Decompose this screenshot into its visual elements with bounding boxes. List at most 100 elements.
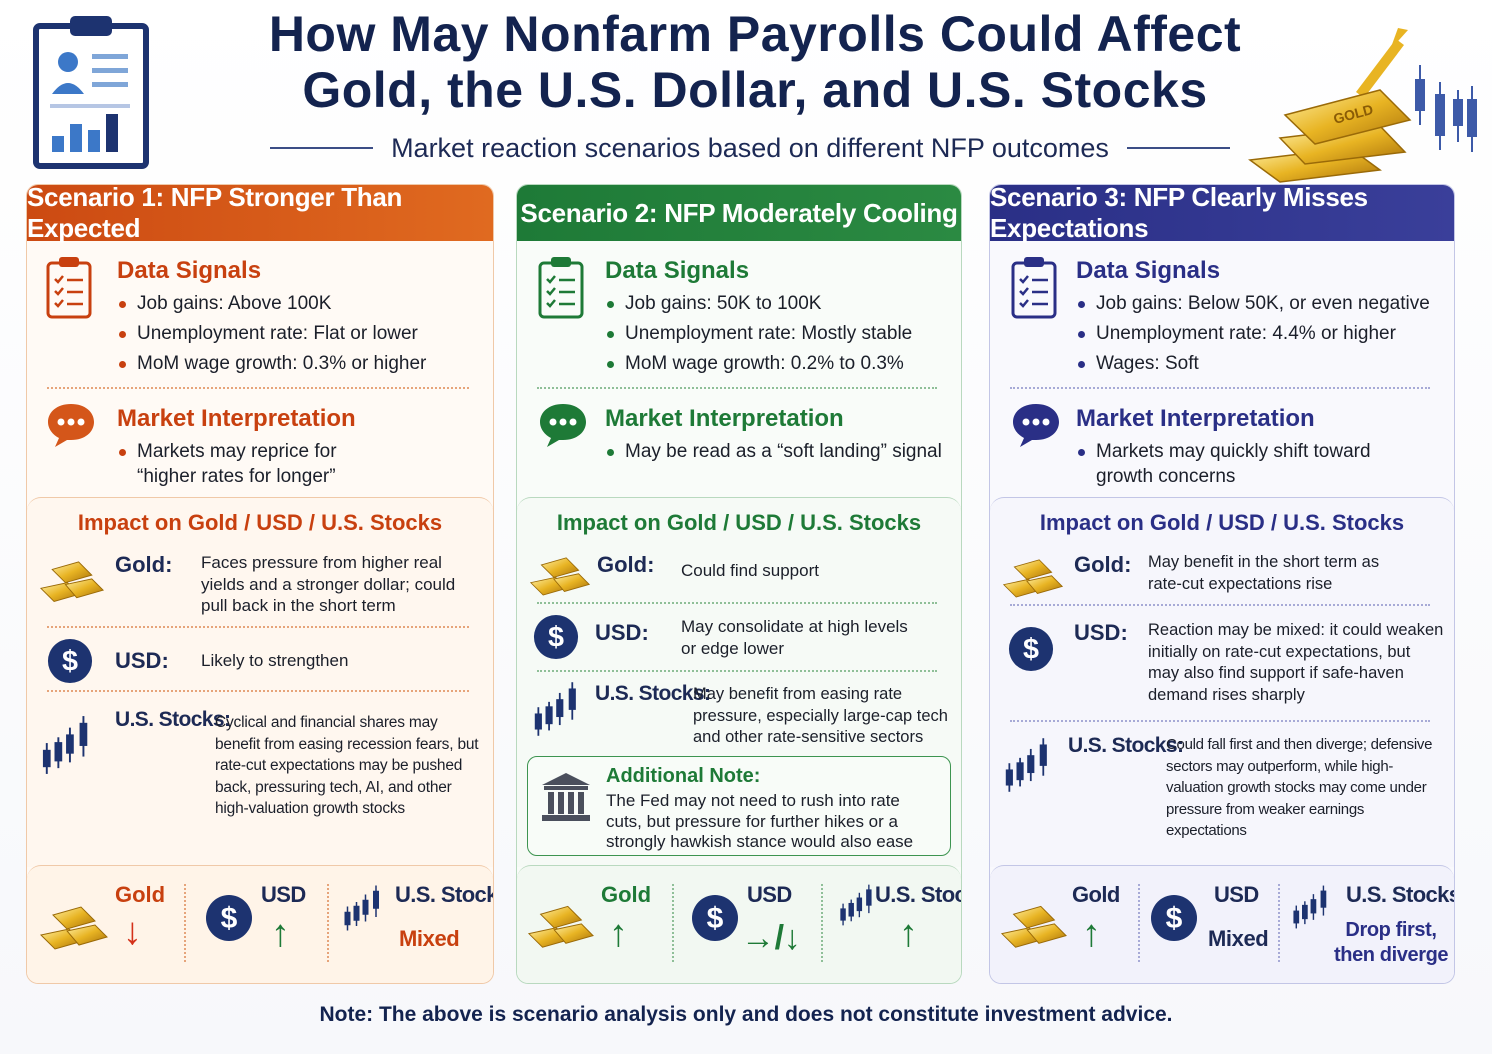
divider xyxy=(47,626,469,628)
summary-stocks-line-1: Drop first, xyxy=(1345,919,1437,941)
market-interpretation-section: Market Interpretation May be read as a “… xyxy=(605,405,943,464)
gold-impact-text: Faces pressure from higher real yields a… xyxy=(201,553,456,615)
impact-row-stocks: U.S. Stocks: Could fall first and then d… xyxy=(990,728,1454,839)
header: How May Nonfarm Payrolls Could Affect Go… xyxy=(0,0,1492,183)
summary-stocks: U.S. Stocks Drop first, then diverge xyxy=(1282,866,1454,983)
clipboard-checklist-icon xyxy=(537,255,585,319)
summary-gold: Gold ↑ xyxy=(990,866,1140,983)
dollar-icon xyxy=(47,638,93,684)
summary-row: Gold ↑ USD Mixed U.S. Stocks Drop first,… xyxy=(990,865,1454,983)
speech-bubble-icon xyxy=(1010,401,1062,449)
data-signals-section: Data Signals Job gains: 50K to 100K Unem… xyxy=(605,257,943,379)
impact-row-usd: USD: Reaction may be mixed: it could wea… xyxy=(990,612,1454,722)
dollar-icon xyxy=(1008,626,1054,672)
gold-bars-icon xyxy=(39,894,109,952)
market-interpretation-title: Market Interpretation xyxy=(605,405,844,432)
signal-item: Job gains: Above 100K xyxy=(117,289,475,319)
market-interpretation-section: Market Interpretation Markets may repric… xyxy=(117,405,475,489)
summary-stocks-value: Drop first, then diverge xyxy=(1334,918,1449,968)
impact-row-usd: USD: May consolidate at high levels or e… xyxy=(517,610,961,670)
gold-bars-icon xyxy=(529,546,591,598)
bank-building-icon xyxy=(542,773,590,821)
gold-bars-icon xyxy=(39,550,105,604)
stocks-impact-text: Cyclical and financial shares may benefi… xyxy=(215,714,479,817)
candlestick-icon xyxy=(1004,736,1054,794)
candlestick-icon xyxy=(343,880,385,936)
summary-gold-label: Gold xyxy=(601,882,652,907)
signal-item: Wages: Soft xyxy=(1076,349,1436,379)
summary-stocks-label: U.S. Stocks xyxy=(395,882,493,907)
divider xyxy=(672,884,674,962)
subtitle-row: Market reaction scenarios based on diffe… xyxy=(270,128,1230,168)
interpretation-line-1: Markets may reprice for xyxy=(137,441,337,462)
subtitle-rule-right xyxy=(1126,147,1230,149)
impact-title: Impact on Gold / USD / U.S. Stocks xyxy=(1039,510,1405,535)
divider xyxy=(1010,604,1430,606)
impact-row-usd: USD: Likely to strengthen xyxy=(27,634,493,694)
impact-title: Impact on Gold / USD / U.S. Stocks xyxy=(77,510,443,535)
interpretation-item: Markets may quickly shift toward growth … xyxy=(1076,439,1436,489)
market-interpretation-title: Market Interpretation xyxy=(1076,405,1315,432)
gold-label: Gold: xyxy=(597,552,655,577)
data-signals-title: Data Signals xyxy=(605,257,750,284)
divider xyxy=(537,387,937,389)
impact-row-stocks: U.S. Stocks: Cyclical and financial shar… xyxy=(27,700,493,820)
summary-usd-label: USD xyxy=(1214,882,1259,907)
summary-usd-arrow: ↑ xyxy=(271,913,290,955)
stocks-impact-text: May benefit from easing rate pressure, e… xyxy=(693,685,948,746)
additional-note-text: The Fed may not need to rush into rate c… xyxy=(606,791,914,851)
divider xyxy=(1010,720,1430,722)
divider xyxy=(537,670,937,672)
summary-stocks: U.S. Stocks Mixed xyxy=(331,866,493,983)
divider xyxy=(1010,387,1430,389)
interpretation-item: May be read as a “soft landing” signal xyxy=(605,439,943,464)
signal-item: Unemployment rate: Mostly stable xyxy=(605,319,943,349)
summary-gold-arrow: ↑ xyxy=(1082,913,1101,955)
divider xyxy=(327,884,329,962)
usd-impact-text: Reaction may be mixed: it could weaken i… xyxy=(1148,621,1444,704)
stocks-label: U.S. Stocks: xyxy=(595,682,711,705)
dollar-icon xyxy=(205,894,253,942)
market-interpretation-section: Market Interpretation Markets may quickl… xyxy=(1076,405,1436,489)
summary-gold: Gold ↓ xyxy=(27,866,182,983)
signal-item: Unemployment rate: 4.4% or higher xyxy=(1076,319,1436,349)
market-interpretation-title: Market Interpretation xyxy=(117,405,356,432)
gold-label: Gold: xyxy=(115,552,173,577)
stocks-label: U.S. Stocks: xyxy=(115,708,231,731)
speech-bubble-icon xyxy=(45,401,97,449)
divider xyxy=(1138,884,1140,962)
signal-item: Job gains: 50K to 100K xyxy=(605,289,943,319)
scenario-3-title: Scenario 3: NFP Clearly Misses Expectati… xyxy=(990,185,1454,243)
additional-note-box: Additional Note: The Fed may not need to… xyxy=(527,756,951,856)
summary-usd: USD →/↓ xyxy=(677,866,817,983)
divider xyxy=(47,690,469,692)
gold-bars-icon xyxy=(1000,894,1068,950)
clipboard-checklist-icon xyxy=(1010,255,1058,319)
page-title: How May Nonfarm Payrolls Could Affect Go… xyxy=(200,6,1310,118)
scenario-2-title: Scenario 2: NFP Moderately Cooling xyxy=(517,185,961,241)
interpretation-line-2: growth concerns xyxy=(1096,466,1236,487)
scenario-card-2: Scenario 2: NFP Moderately Cooling Data … xyxy=(516,184,962,984)
impact-title: Impact on Gold / USD / U.S. Stocks xyxy=(556,510,922,535)
subtitle: Market reaction scenarios based on diffe… xyxy=(391,132,1109,163)
title-line-2: Gold, the U.S. Dollar, and U.S. Stocks xyxy=(302,62,1208,118)
impact-row-gold: Gold: May benefit in the short term as r… xyxy=(990,544,1454,604)
summary-gold-label: Gold xyxy=(115,882,166,907)
divider xyxy=(184,884,186,962)
interpretation-line-2: “higher rates for longer” xyxy=(137,466,336,487)
summary-usd: USD ↑ xyxy=(187,866,337,983)
divider xyxy=(1278,884,1280,962)
summary-gold-arrow: ↓ xyxy=(123,911,142,953)
scenario-card-1: Scenario 1: NFP Stronger Than Expected D… xyxy=(26,184,494,984)
impact-row-stocks: U.S. Stocks: May benefit from easing rat… xyxy=(517,678,961,758)
candlestick-icon xyxy=(41,714,95,776)
title-line-1: How May Nonfarm Payrolls Could Affect xyxy=(268,6,1242,62)
stocks-label: U.S. Stocks: xyxy=(1068,734,1184,757)
signal-item: Unemployment rate: Flat or lower xyxy=(117,319,475,349)
impact-section: Impact on Gold / USD / U.S. Stocks Gold:… xyxy=(517,497,961,867)
dollar-icon xyxy=(1150,894,1198,942)
summary-usd-label: USD xyxy=(747,882,792,907)
summary-stocks: U.S. Stocks ↑ xyxy=(825,866,961,983)
clipboard-report-icon xyxy=(33,16,149,169)
summary-usd-label: USD xyxy=(261,882,306,907)
